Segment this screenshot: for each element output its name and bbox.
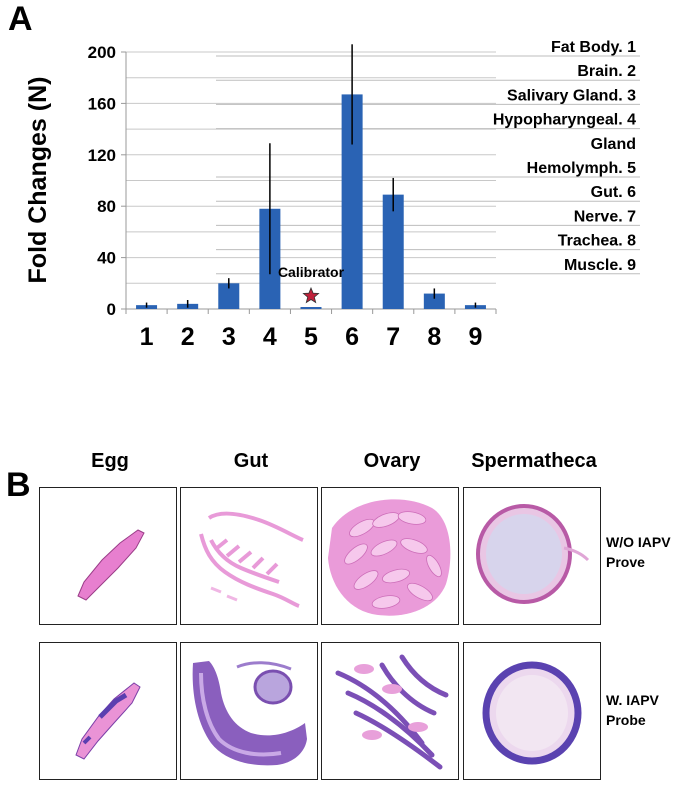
x-tick-label: 4 [263, 323, 277, 351]
image-ovary-without-probe [321, 487, 459, 625]
panel-a-letter: A [8, 0, 33, 38]
image-egg-with-probe [39, 642, 177, 780]
x-tick-label: 3 [222, 323, 236, 351]
row-label-without-probe-line2: Prove [606, 554, 645, 570]
panel-b-letter: B [6, 466, 31, 504]
image-gut-without-probe [180, 487, 318, 625]
image-gut-with-probe [180, 642, 318, 780]
legend-entry: Nerve. 7 [574, 208, 636, 225]
x-tick-label: 7 [386, 323, 400, 351]
x-tick-label: 5 [304, 323, 318, 351]
bar-3 [218, 283, 240, 309]
calibrator-star-icon [302, 286, 320, 304]
legend-entry: Muscle. 9 [564, 257, 636, 274]
y-axis-label: Fold Changes (N) [24, 77, 52, 284]
image-spermatheca-with-probe [463, 642, 601, 780]
image-spermatheca-without-probe [463, 487, 601, 625]
y-tick-label: 80 [97, 197, 116, 216]
image-egg-without-probe [39, 487, 177, 625]
x-tick-label: 9 [468, 323, 482, 351]
column-header-spermatheca: Spermatheca [471, 450, 597, 472]
row-label-without-probe: W/O IAPV Prove [606, 532, 692, 572]
x-tick-label: 8 [427, 323, 441, 351]
legend-entry: Gland [591, 136, 636, 153]
x-tick-label: 6 [345, 323, 359, 351]
column-header-egg: Egg [91, 450, 129, 472]
y-tick-label: 0 [107, 300, 116, 319]
y-tick-label: 120 [88, 146, 116, 165]
bar-8 [423, 293, 445, 309]
bar-5 [300, 307, 322, 309]
y-tick-label: 200 [88, 43, 116, 62]
legend-entry: Hemolymph. 5 [527, 160, 636, 177]
legend-entry: Hypopharyngeal. 4 [493, 112, 636, 129]
calibrator-label: Calibrator [278, 264, 345, 280]
y-tick-label: 160 [88, 94, 116, 113]
legend-entry: Fat Body. 1 [551, 39, 636, 56]
bar-7 [382, 194, 404, 309]
legend-entry: Salivary Gland. 3 [507, 87, 636, 104]
row-label-with-probe-line1: W. IAPV [606, 692, 659, 708]
legend-entry: Gut. 6 [591, 184, 636, 201]
legend-entry: Trachea. 8 [558, 233, 636, 250]
row-label-with-probe: W. IAPV Probe [606, 690, 692, 730]
y-tick-label: 40 [97, 249, 116, 268]
bar-6 [341, 94, 363, 309]
x-tick-label: 1 [140, 323, 154, 351]
column-header-gut: Gut [233, 450, 269, 472]
row-label-with-probe-line2: Probe [606, 712, 646, 728]
column-header-ovary: Ovary [363, 450, 421, 472]
legend-entry: Brain. 2 [577, 63, 636, 80]
x-tick-label: 2 [181, 323, 195, 351]
row-label-without-probe-line1: W/O IAPV [606, 534, 671, 550]
image-ovary-with-probe [321, 642, 459, 780]
